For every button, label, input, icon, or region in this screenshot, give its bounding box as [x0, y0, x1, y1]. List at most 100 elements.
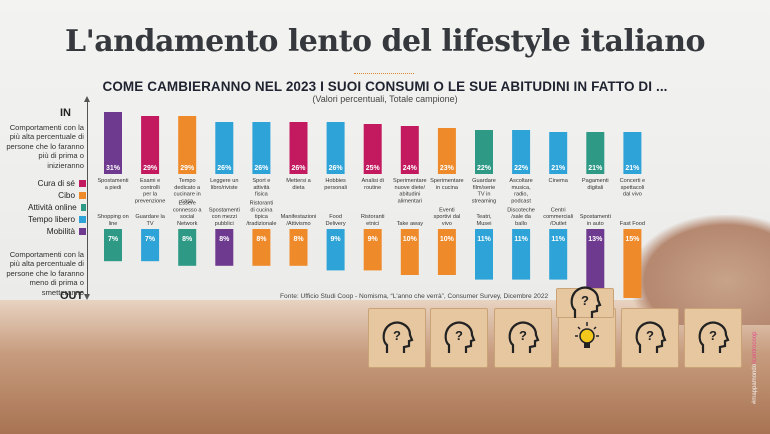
out-bar-label: Ristoranti etnici — [361, 214, 385, 227]
legend-label: Cura di sé — [37, 178, 75, 188]
in-bar-label: Ascoltare musica, radio, podcast — [509, 178, 532, 204]
in-bar — [104, 112, 122, 174]
out-bar-value: 10% — [440, 236, 455, 243]
in-bar — [178, 116, 197, 174]
legend-swatch — [79, 215, 86, 223]
hand-image — [630, 215, 770, 325]
out-bar — [252, 229, 271, 266]
out-bar — [178, 229, 197, 266]
svg-text:?: ? — [646, 328, 654, 343]
out-bar-value: 7% — [145, 236, 156, 243]
title-divider — [354, 73, 414, 74]
in-bar-value: 31% — [106, 165, 121, 172]
legend-swatch — [79, 227, 86, 235]
in-bar-value: 29% — [180, 165, 195, 172]
axis-arrow-down-icon — [84, 294, 90, 300]
out-bar-label: Fast Food — [620, 221, 645, 227]
in-description: Comportamenti con la più alta percentual… — [6, 123, 84, 170]
svg-text:?: ? — [455, 328, 463, 343]
legend-item: Mobilità — [28, 225, 86, 237]
out-bar-label: Essere connesso a social Network — [173, 201, 202, 227]
out-bar-label: Teatri, Musei — [476, 214, 492, 227]
out-bar — [475, 229, 493, 280]
out-bar-value: 7% — [108, 236, 119, 243]
vertical-axis — [87, 100, 88, 298]
in-bar — [512, 130, 531, 174]
in-bar — [141, 116, 160, 174]
lightbulb-cube-icon — [558, 308, 616, 368]
in-bar — [252, 122, 271, 174]
out-bar — [104, 229, 122, 262]
out-bar-label: Ristoranti di cucina tipica/tradizionale — [246, 201, 276, 227]
in-bar-label: Analisi di routine — [362, 178, 384, 191]
in-bar — [475, 130, 493, 174]
in-bar-label: Esami e controlli per la prevenzione — [135, 178, 165, 204]
in-bar — [586, 132, 605, 174]
in-bar-value: 21% — [625, 165, 640, 172]
in-bar-value: 29% — [143, 165, 158, 172]
out-bar-label: Take away — [397, 221, 424, 227]
in-bar-value: 22% — [514, 165, 529, 172]
out-bar-label: Spostamenti con mezzi pubblici — [209, 207, 240, 227]
in-bar-label: Sport e attività fisica — [252, 178, 270, 198]
credit-tag: #mappamondo — [752, 363, 758, 404]
out-bar — [437, 229, 456, 275]
out-bar-value: 8% — [182, 236, 193, 243]
in-bar-label: Leggere un libro/riviste — [210, 178, 238, 191]
in-bar-value: 26% — [291, 165, 306, 172]
in-bar-label: Tempo dedicato a cucinare in casa — [174, 178, 201, 204]
out-bar-value: 11% — [477, 236, 491, 243]
in-bar-label: Cinema — [549, 178, 569, 184]
in-bar-value: 24% — [403, 165, 418, 172]
legend-item: Cibo — [28, 189, 86, 201]
out-bar-value: 8% — [293, 236, 304, 243]
chart-note: (Valori percentuali, Totale campione) — [312, 94, 458, 104]
in-bar — [326, 122, 345, 174]
svg-text:?: ? — [519, 328, 527, 343]
axis-arrow-up-icon — [84, 96, 90, 102]
out-bar — [549, 229, 568, 280]
out-bar — [363, 229, 382, 271]
in-bar-label: Sperimentare nuove diete/abitudini aliment… — [393, 178, 427, 204]
out-bar-value: 11% — [551, 236, 565, 243]
legend-item: Cura di sé — [28, 177, 86, 189]
in-bar — [437, 128, 456, 174]
out-bar-value: 15% — [625, 236, 640, 243]
out-bar — [141, 229, 160, 262]
legend-swatch — [80, 203, 86, 211]
in-bar — [363, 124, 382, 174]
chart-subtitle: COME CAMBIERANNO NEL 2023 I SUOI CONSUMI… — [102, 79, 668, 94]
out-bar-label: Eventi sportivi dal vivo — [434, 207, 461, 227]
in-bar-value: 26% — [254, 165, 269, 172]
out-description: Comportamenti con la più alta percentual… — [6, 250, 84, 297]
legend-label: Attività online — [28, 202, 77, 212]
in-bar — [400, 126, 419, 174]
in-bar-value: 22% — [477, 165, 492, 172]
out-bar-value: 8% — [219, 236, 230, 243]
out-bar-label: Shopping on line — [97, 214, 128, 227]
out-bar — [289, 229, 308, 266]
in-bar-label: Guardare film/serie TV in streaming — [472, 178, 497, 204]
legend-swatch — [79, 179, 86, 187]
in-bar-value: 26% — [217, 165, 232, 172]
in-bar — [549, 132, 568, 174]
out-bar-label: Manifestazioni/Attivismo — [281, 214, 317, 227]
in-bar-label: Spostamenti a piedi — [97, 178, 128, 191]
out-bar-label: Guardare la TV — [135, 214, 165, 227]
page-title: L'andamento lento del lifestyle italiano — [64, 24, 706, 59]
question-head-cube-icon: ? — [621, 308, 679, 368]
out-bar-label: Discoteche/sale da ballo — [507, 207, 535, 227]
out-bar — [512, 229, 531, 280]
out-bar-value: 13% — [588, 236, 603, 243]
legend-item: Tempo libero — [28, 213, 86, 225]
in-bar-value: 21% — [588, 165, 603, 172]
out-bar-label: Centri commerciali/Outlet — [543, 207, 573, 227]
out-bar — [623, 229, 642, 298]
out-bar-value: 10% — [403, 236, 418, 243]
in-bar-label: Mettersi a dieta — [286, 178, 311, 191]
out-bar — [586, 229, 605, 289]
svg-text:?: ? — [581, 293, 589, 308]
legend-swatch — [79, 191, 86, 199]
in-bar — [289, 122, 308, 174]
in-bar-label: Sperimentare in cucina — [430, 178, 464, 191]
